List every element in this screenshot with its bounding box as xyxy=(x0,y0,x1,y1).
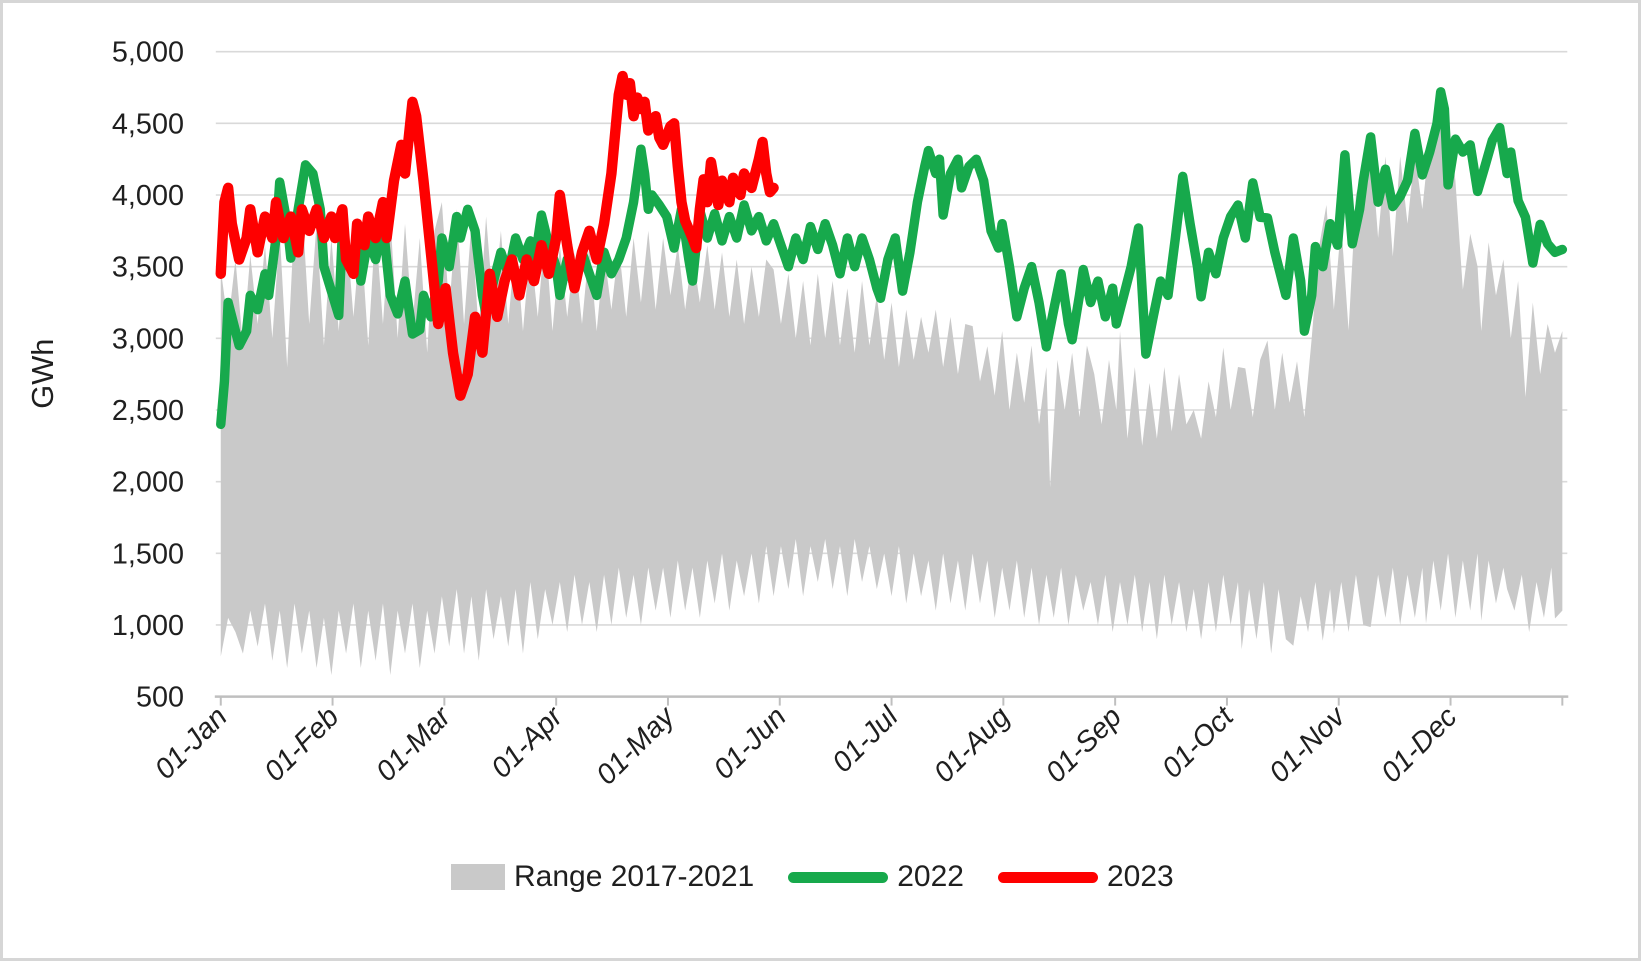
y-tick-label: 500 xyxy=(136,682,184,714)
legend-label-range: Range 2017-2021 xyxy=(514,860,755,893)
y-tick-label: 4,000 xyxy=(112,180,184,212)
range-area-swatch xyxy=(451,864,505,890)
x-tick-label: 01-Jul xyxy=(826,700,905,779)
x-tick-label: 01-Nov xyxy=(1263,700,1352,789)
series-line-2022 xyxy=(216,87,1568,430)
gwh-time-series-chart: 500 1,000 1,500 2,000 2,500 3,000 3,500 4,000 4,… xyxy=(25,37,1569,792)
line-2023-swatch xyxy=(997,871,1098,883)
y-tick-label: 1,500 xyxy=(112,538,184,570)
range-band-area xyxy=(220,110,1563,676)
series-line-2023 xyxy=(215,70,779,401)
x-tick-label: 01-Oct xyxy=(1156,700,1240,784)
y-tick-label: 5,000 xyxy=(112,37,184,69)
legend-item-range: Range 2017-2021 xyxy=(451,860,754,894)
x-tick-label: 01-Aug xyxy=(928,701,1016,789)
y-tick-label: 2,000 xyxy=(112,467,184,499)
x-tick-label: 01-Feb xyxy=(258,701,345,788)
legend-label-2023: 2023 xyxy=(1106,860,1174,893)
legend: Range 2017-2021 2022 2023 xyxy=(451,860,1174,894)
x-tick-label: 01-Sep xyxy=(1040,701,1128,789)
y-tick-label: 4,500 xyxy=(112,108,184,140)
x-tick-label: 01-Jun xyxy=(708,701,793,786)
x-tick-label: 01-Apr xyxy=(485,700,570,785)
y-tick-label: 3,000 xyxy=(112,323,184,355)
x-tick-label: 01-Mar xyxy=(370,700,458,788)
line-2022-swatch xyxy=(788,871,889,883)
y-axis-title: GWh xyxy=(25,339,60,409)
x-tick-label: 01-Dec xyxy=(1375,700,1464,789)
y-tick-label: 3,500 xyxy=(112,252,184,284)
legend-label-2022: 2022 xyxy=(897,860,964,893)
y-tick-label: 2,500 xyxy=(112,395,184,427)
legend-item-2022: 2022 xyxy=(788,860,964,894)
y-tick-label: 1,000 xyxy=(112,610,184,642)
x-tick-label: 01-May xyxy=(590,700,682,792)
legend-item-2023: 2023 xyxy=(997,860,1174,894)
